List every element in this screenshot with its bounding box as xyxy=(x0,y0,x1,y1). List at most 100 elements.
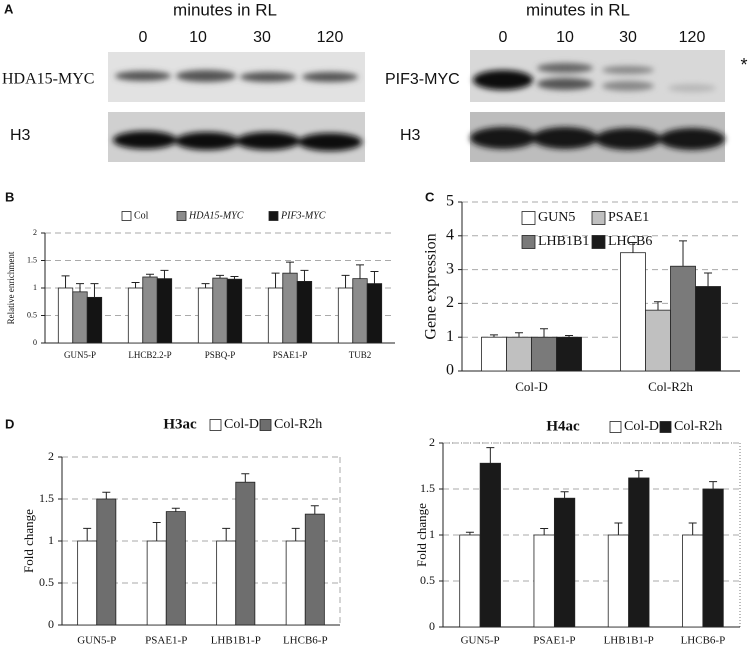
blot-row-label: PIF3-MYC xyxy=(385,71,460,88)
bar xyxy=(267,287,284,344)
panel-label: A xyxy=(4,1,14,16)
bar xyxy=(216,540,237,626)
x-tick-label: PSBQ-P xyxy=(205,350,236,360)
chart-title: H4ac xyxy=(546,418,580,434)
legend-swatch xyxy=(521,211,536,225)
error-bar xyxy=(614,522,623,535)
error-bar xyxy=(688,522,697,535)
error-bar xyxy=(152,522,161,541)
bar xyxy=(459,534,481,628)
y-axis-label: Fold change xyxy=(414,503,429,567)
error-bar xyxy=(201,283,210,288)
bar xyxy=(197,287,214,344)
legend-label: PIF3-MYC xyxy=(280,210,326,221)
y-tick-label: 2 xyxy=(33,228,37,237)
legend-swatch xyxy=(209,419,222,431)
y-tick-label: 2 xyxy=(429,435,435,449)
y-tick-label: 1 xyxy=(48,533,54,547)
y-tick-label: 1.5 xyxy=(420,481,435,495)
bar xyxy=(156,278,173,344)
panel-label: B xyxy=(5,189,14,204)
y-tick-label: 5 xyxy=(446,193,454,210)
y-tick-label: 2 xyxy=(446,294,454,311)
y-axis-label: Gene expression xyxy=(423,233,440,339)
blot-bands xyxy=(473,63,716,92)
bar xyxy=(127,287,144,344)
x-tick-label: Col-D xyxy=(515,379,548,394)
error-bar xyxy=(709,481,718,489)
chart: B Relative enrichment 0 0.5 1 1.5 2 GUN5-P LHCB2… xyxy=(5,189,395,360)
bar xyxy=(165,511,186,626)
bar xyxy=(282,272,298,344)
panel-label: D xyxy=(5,416,14,431)
error-bar xyxy=(341,274,350,288)
legend-swatch xyxy=(659,421,672,433)
error-bar xyxy=(679,240,688,267)
legend-label: Col-D xyxy=(224,417,259,432)
legend-label: Col-D xyxy=(624,419,659,434)
x-tick-label: TUB2 xyxy=(349,350,372,360)
bar xyxy=(57,287,74,344)
blot-bands xyxy=(470,127,725,150)
legend-swatch xyxy=(609,421,622,433)
error-bar xyxy=(146,273,154,277)
error-bar xyxy=(222,527,231,541)
bar xyxy=(645,309,671,372)
x-tick-label: LHCB6-P xyxy=(681,635,726,647)
error-bar xyxy=(514,332,523,338)
error-bar xyxy=(540,528,549,535)
bar xyxy=(620,252,646,372)
x-tick-label: LHB1B1-P xyxy=(211,635,261,647)
panel-label: C xyxy=(425,189,435,204)
y-tick-label: 2 xyxy=(48,449,54,463)
bar xyxy=(366,283,383,344)
y-tick-label: 0 xyxy=(33,338,37,347)
legend-label: HDA15-MYC xyxy=(188,210,244,221)
blot-bands xyxy=(115,70,358,82)
blot-row-label: H3 xyxy=(400,127,421,144)
error-bar xyxy=(653,301,662,311)
asterisk: * xyxy=(740,55,747,75)
chart: D H3ac Fold change 0 0.5 1 1.5 2 GUN5-P PSAE1-P LH… xyxy=(5,416,341,647)
legend-swatch xyxy=(176,211,187,221)
bar xyxy=(531,336,557,372)
blot-heading: minutes in RL xyxy=(173,0,277,19)
error-bar xyxy=(230,275,239,280)
bar xyxy=(670,265,696,372)
y-tick-label: 0 xyxy=(48,617,54,631)
legend-label: Col-R2h xyxy=(674,419,722,434)
legend-swatch xyxy=(259,419,272,431)
blot-heading: minutes in RL xyxy=(526,0,630,19)
error-bar xyxy=(310,505,319,515)
x-tick-label: LHB1B1-P xyxy=(604,635,654,647)
y-tick-label: 4 xyxy=(446,226,454,243)
bar xyxy=(72,291,88,344)
chart: H4ac Fold change 0 0.5 1 1.5 2 GUN5-P PSAE1-P LHB… xyxy=(414,418,741,647)
time-label: 30 xyxy=(253,29,271,46)
bar xyxy=(352,278,368,344)
error-bar xyxy=(370,271,379,284)
error-bar xyxy=(540,328,549,338)
x-tick-label: GUN5-P xyxy=(77,635,116,647)
error-bar xyxy=(356,264,364,279)
y-tick-label: 1 xyxy=(33,283,37,292)
legend-swatch xyxy=(268,211,279,221)
legend-label: PSAE1 xyxy=(608,210,649,225)
x-tick-label: PSAE1-P xyxy=(533,635,575,647)
bar xyxy=(296,280,313,344)
y-tick-label: 0.5 xyxy=(420,573,435,587)
bar xyxy=(695,286,721,372)
error-bar xyxy=(565,335,574,338)
y-tick-label: 3 xyxy=(446,260,454,277)
x-tick-label: GUN5-P xyxy=(461,635,500,647)
y-tick-label: 0.5 xyxy=(39,575,54,589)
time-label: 10 xyxy=(189,29,207,46)
error-bar xyxy=(486,447,495,464)
error-bar xyxy=(628,242,637,253)
bar xyxy=(337,287,354,344)
error-bar xyxy=(61,275,70,288)
chart: C Gene expression 0 1 2 3 4 5 Col-D Col-R2h GUN5 PS… xyxy=(423,189,740,394)
x-tick-label: PSAE1-P xyxy=(145,635,187,647)
error-bar xyxy=(131,282,140,288)
